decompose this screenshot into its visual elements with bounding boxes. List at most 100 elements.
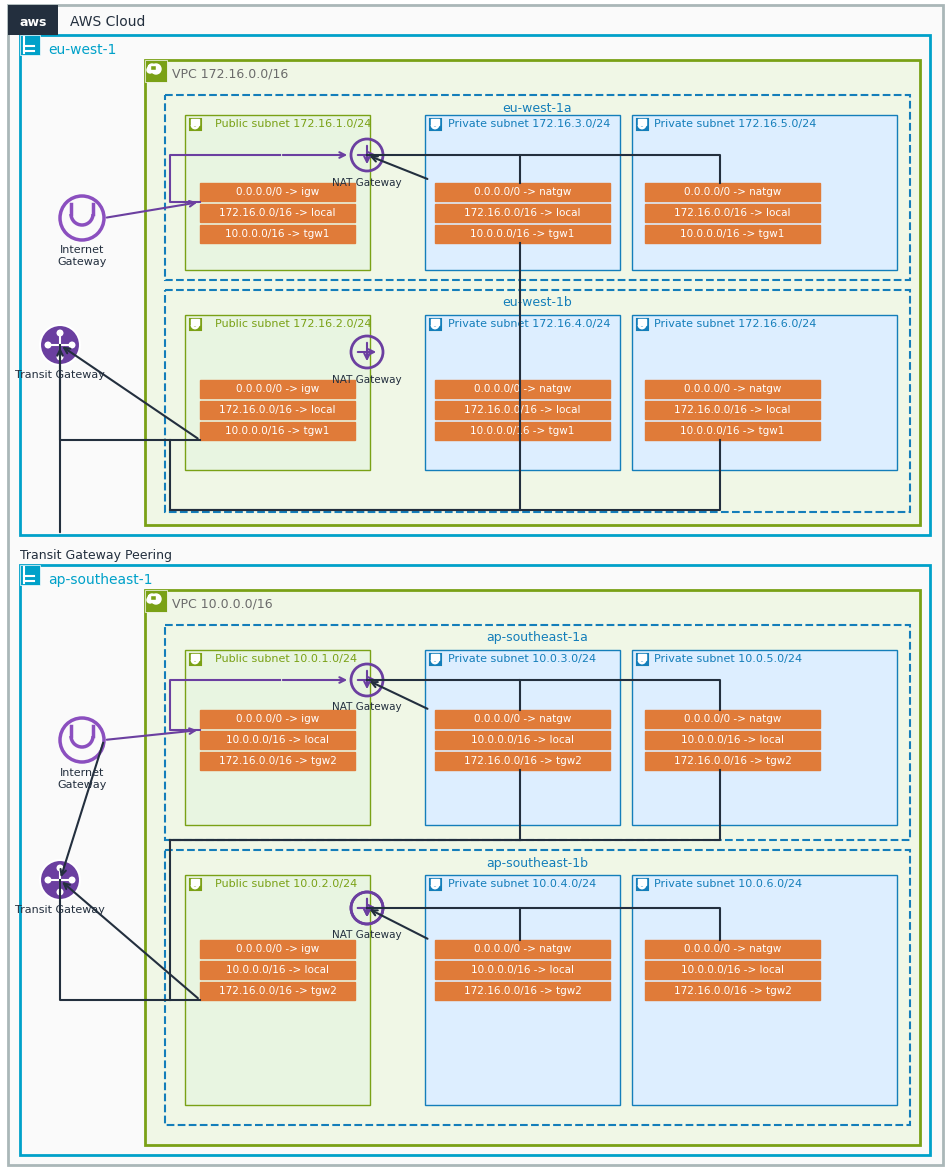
Bar <box>200 422 355 440</box>
Bar <box>145 590 920 1145</box>
Bar <box>200 940 355 958</box>
Text: 172.16.0.0/16 -> tgw2: 172.16.0.0/16 -> tgw2 <box>219 756 337 766</box>
Text: VPC 172.16.0.0/16: VPC 172.16.0.0/16 <box>172 68 288 81</box>
Bar <box>435 183 610 202</box>
Text: 172.16.0.0/16 -> tgw2: 172.16.0.0/16 -> tgw2 <box>463 756 581 766</box>
Bar <box>632 650 897 825</box>
Bar <box>151 597 156 600</box>
Text: 10.0.0.0/16 -> tgw1: 10.0.0.0/16 -> tgw1 <box>680 425 785 436</box>
Text: 172.16.0.0/16 -> tgw2: 172.16.0.0/16 -> tgw2 <box>673 756 791 766</box>
Text: NAT Gateway: NAT Gateway <box>332 931 402 940</box>
Circle shape <box>151 64 161 74</box>
Text: eu-west-1: eu-west-1 <box>48 43 116 57</box>
Text: Private subnet 172.16.3.0/24: Private subnet 172.16.3.0/24 <box>448 120 611 129</box>
Bar <box>638 654 646 660</box>
Circle shape <box>56 354 64 361</box>
Bar <box>200 961 355 979</box>
Text: 172.16.0.0/16 -> local: 172.16.0.0/16 -> local <box>220 406 336 415</box>
Text: 10.0.0.0/16 -> local: 10.0.0.0/16 -> local <box>681 735 784 745</box>
Bar <box>200 225 355 243</box>
Circle shape <box>151 594 161 604</box>
Text: 0.0.0.0/0 -> natgw: 0.0.0.0/0 -> natgw <box>684 188 781 197</box>
Bar <box>435 710 610 728</box>
Text: ap-southeast-1: ap-southeast-1 <box>48 573 152 587</box>
Bar <box>20 565 40 585</box>
Bar <box>148 595 158 601</box>
Bar <box>188 316 202 331</box>
Text: 172.16.0.0/16 -> tgw2: 172.16.0.0/16 -> tgw2 <box>463 986 581 996</box>
Text: 10.0.0.0/16 -> local: 10.0.0.0/16 -> local <box>681 965 784 975</box>
Circle shape <box>40 860 80 900</box>
Bar <box>165 95 910 280</box>
Bar <box>185 315 370 470</box>
Bar <box>435 752 610 770</box>
Text: 0.0.0.0/0 -> natgw: 0.0.0.0/0 -> natgw <box>474 384 572 394</box>
Bar <box>200 401 355 420</box>
Bar <box>200 982 355 1000</box>
Bar <box>638 879 646 885</box>
Text: 10.0.0.0/16 -> local: 10.0.0.0/16 -> local <box>471 965 574 975</box>
Text: 10.0.0.0/16 -> tgw1: 10.0.0.0/16 -> tgw1 <box>471 425 574 436</box>
Bar <box>435 204 610 222</box>
Bar <box>20 565 930 1154</box>
Text: 172.16.0.0/16 -> tgw2: 172.16.0.0/16 -> tgw2 <box>219 986 337 996</box>
Text: 10.0.0.0/16 -> tgw1: 10.0.0.0/16 -> tgw1 <box>225 425 330 436</box>
Bar <box>145 60 167 82</box>
Bar <box>148 64 158 71</box>
Bar <box>435 401 610 420</box>
Text: 10.0.0.0/16 -> local: 10.0.0.0/16 -> local <box>226 965 329 975</box>
Bar <box>151 66 156 70</box>
Bar <box>425 115 620 270</box>
Bar <box>431 120 439 125</box>
Text: Private subnet 10.0.4.0/24: Private subnet 10.0.4.0/24 <box>448 879 596 890</box>
Bar <box>435 940 610 958</box>
Bar <box>638 319 646 325</box>
Circle shape <box>68 341 75 348</box>
Bar <box>428 652 442 666</box>
Text: eu-west-1b: eu-west-1b <box>502 297 572 309</box>
Text: 172.16.0.0/16 -> local: 172.16.0.0/16 -> local <box>674 406 790 415</box>
Bar <box>435 731 610 749</box>
Text: Private subnet 172.16.4.0/24: Private subnet 172.16.4.0/24 <box>448 319 611 329</box>
Text: 10.0.0.0/16 -> tgw1: 10.0.0.0/16 -> tgw1 <box>225 229 330 239</box>
Bar <box>185 650 370 825</box>
Bar <box>638 120 646 125</box>
Bar <box>165 625 910 840</box>
Bar <box>200 731 355 749</box>
Text: 0.0.0.0/0 -> igw: 0.0.0.0/0 -> igw <box>236 384 320 394</box>
Text: Private subnet 10.0.5.0/24: Private subnet 10.0.5.0/24 <box>654 654 802 665</box>
Bar <box>635 316 649 331</box>
Text: Private subnet 10.0.3.0/24: Private subnet 10.0.3.0/24 <box>448 654 596 665</box>
Bar <box>145 590 167 612</box>
Bar <box>435 982 610 1000</box>
Bar <box>191 319 199 325</box>
Text: 172.16.0.0/16 -> local: 172.16.0.0/16 -> local <box>220 207 336 218</box>
Bar <box>645 401 820 420</box>
Text: 0.0.0.0/0 -> natgw: 0.0.0.0/0 -> natgw <box>474 188 572 197</box>
Bar <box>428 877 442 891</box>
Bar <box>645 710 820 728</box>
Bar <box>645 961 820 979</box>
Circle shape <box>40 325 80 364</box>
Bar <box>191 654 199 660</box>
Text: 172.16.0.0/16 -> tgw2: 172.16.0.0/16 -> tgw2 <box>673 986 791 996</box>
Text: Private subnet 172.16.5.0/24: Private subnet 172.16.5.0/24 <box>654 120 816 129</box>
Bar <box>185 115 370 270</box>
Text: Internet
Gateway: Internet Gateway <box>57 245 107 266</box>
Circle shape <box>148 594 156 602</box>
Text: aws: aws <box>19 15 47 28</box>
Bar <box>200 380 355 398</box>
Text: 0.0.0.0/0 -> natgw: 0.0.0.0/0 -> natgw <box>684 943 781 954</box>
Bar <box>645 731 820 749</box>
Text: Internet
Gateway: Internet Gateway <box>57 768 107 790</box>
Text: AWS Cloud: AWS Cloud <box>70 15 146 29</box>
Circle shape <box>56 865 64 872</box>
Bar <box>435 422 610 440</box>
Bar <box>191 120 199 125</box>
Bar <box>200 204 355 222</box>
Text: 0.0.0.0/0 -> igw: 0.0.0.0/0 -> igw <box>236 943 320 954</box>
Bar <box>435 380 610 398</box>
Text: Public subnet 10.0.2.0/24: Public subnet 10.0.2.0/24 <box>215 879 358 890</box>
Text: 10.0.0.0/16 -> tgw1: 10.0.0.0/16 -> tgw1 <box>471 229 574 239</box>
Text: VPC 10.0.0.0/16: VPC 10.0.0.0/16 <box>172 598 273 611</box>
